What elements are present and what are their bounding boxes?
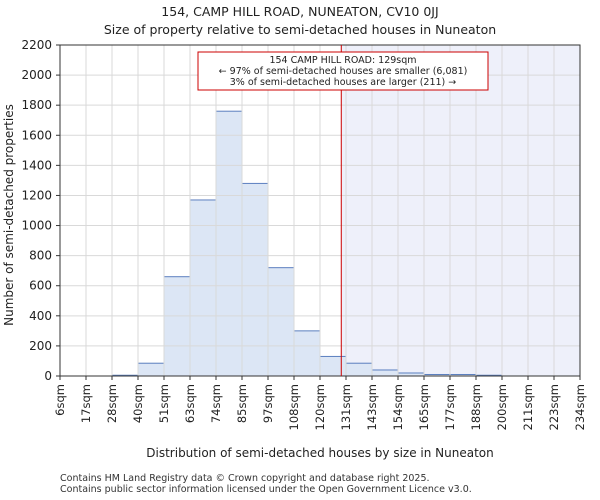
x-tick-label: 234sqm — [573, 384, 587, 430]
x-tick-label: 188sqm — [469, 384, 483, 430]
histogram-bar — [215, 110, 243, 377]
y-tick-label: 1000 — [21, 219, 52, 233]
x-tick-label: 74sqm — [209, 384, 223, 423]
histogram-bar — [163, 276, 191, 377]
x-tick-label: 211sqm — [521, 384, 535, 430]
y-tick-label: 2200 — [21, 38, 52, 52]
x-tick-label: 6sqm — [53, 384, 67, 416]
x-tick-label: 200sqm — [495, 384, 509, 430]
y-tick-label: 1400 — [21, 158, 52, 172]
x-tick-label: 51sqm — [157, 384, 171, 423]
x-tick-label: 108sqm — [287, 384, 301, 430]
x-tick-label: 177sqm — [443, 384, 457, 430]
x-tick-label: 143sqm — [365, 384, 379, 430]
histogram-bar — [371, 369, 399, 377]
footer-copyright: Contains HM Land Registry data © Crown c… — [60, 473, 430, 484]
histogram-bar — [319, 355, 347, 377]
annotation-line-2: ← 97% of semi-detached houses are smalle… — [219, 66, 468, 77]
x-axis-label: Distribution of semi-detached houses by … — [146, 446, 493, 460]
histogram-bar — [241, 182, 269, 377]
x-tick-label: 40sqm — [131, 384, 145, 423]
x-tick-label: 17sqm — [79, 384, 93, 423]
highlight-region — [341, 45, 580, 376]
x-tick-label: 131sqm — [339, 384, 353, 430]
x-tick-label: 165sqm — [417, 384, 431, 430]
annotation-line-1: 154 CAMP HILL ROAD: 129sqm — [269, 55, 416, 66]
y-tick-label: 2000 — [21, 68, 52, 82]
y-axis-label: Number of semi-detached properties — [2, 104, 16, 326]
histogram-bar — [189, 199, 217, 377]
y-tick-label: 1800 — [21, 98, 52, 112]
histogram-bar — [293, 330, 321, 377]
chart-title: 154, CAMP HILL ROAD, NUNEATON, CV10 0JJ — [161, 4, 439, 19]
x-tick-label: 85sqm — [235, 384, 249, 423]
histogram-bar — [137, 362, 165, 377]
annotation-box — [197, 51, 489, 91]
annotation-line-3: 3% of semi-detached houses are larger (2… — [230, 77, 457, 88]
y-tick-label: 600 — [29, 279, 52, 293]
x-tick-label: 28sqm — [105, 384, 119, 423]
chart-subtitle: Size of property relative to semi-detach… — [103, 22, 497, 37]
x-tick-label: 63sqm — [183, 384, 197, 423]
x-tick-label: 97sqm — [261, 384, 275, 423]
y-tick-label: 1200 — [21, 188, 52, 202]
y-tick-label: 0 — [44, 369, 52, 383]
footer-licence: Contains public sector information licen… — [60, 484, 472, 495]
y-tick-label: 1600 — [21, 128, 52, 142]
histogram-bar — [345, 362, 373, 377]
y-tick-label: 800 — [29, 249, 52, 263]
x-tick-label: 154sqm — [391, 384, 405, 430]
y-tick-label: 200 — [29, 339, 52, 353]
x-tick-label: 223sqm — [547, 384, 561, 430]
y-tick-label: 400 — [29, 309, 52, 323]
x-tick-label: 120sqm — [313, 384, 327, 430]
histogram-bar — [267, 267, 295, 377]
